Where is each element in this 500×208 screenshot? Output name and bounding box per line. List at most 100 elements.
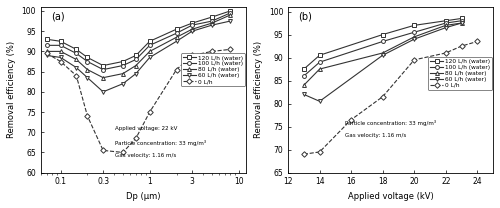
Text: Gas velocity: 1.16 m/s: Gas velocity: 1.16 m/s: [114, 153, 176, 158]
100 L/h (water): [380, 40, 386, 43]
80 L/h (water): [301, 84, 307, 87]
80 L/h (water): [316, 68, 322, 70]
120 L/h (water): [443, 20, 449, 22]
60 L/h (water): [44, 54, 50, 57]
80 L/h (water): [411, 36, 417, 38]
60 L/h (water): [443, 26, 449, 29]
120 L/h (water): [227, 10, 233, 12]
80 L/h (water): [174, 36, 180, 38]
Text: Applied voltage: 22 kV: Applied voltage: 22 kV: [114, 126, 177, 131]
100 L/h (water): [58, 44, 64, 47]
0 L/h: [174, 68, 180, 71]
60 L/h (water): [209, 24, 215, 26]
Line: 120 L/h (water): 120 L/h (water): [45, 9, 232, 67]
0 L/h: [74, 74, 80, 77]
120 L/h (water): [316, 54, 322, 57]
60 L/h (water): [84, 76, 90, 79]
X-axis label: Dp (μm): Dp (μm): [126, 192, 160, 201]
60 L/h (water): [411, 38, 417, 40]
60 L/h (water): [316, 100, 322, 103]
120 L/h (water): [44, 38, 50, 41]
120 L/h (water): [301, 68, 307, 70]
Text: (b): (b): [298, 12, 312, 22]
Y-axis label: Removal efficiency (%): Removal efficiency (%): [7, 41, 16, 138]
100 L/h (water): [227, 12, 233, 14]
60 L/h (water): [100, 90, 106, 93]
60 L/h (water): [227, 20, 233, 22]
100 L/h (water): [74, 52, 80, 55]
120 L/h (water): [174, 28, 180, 30]
0 L/h: [474, 40, 480, 43]
Line: 0 L/h: 0 L/h: [302, 40, 479, 156]
0 L/h: [189, 54, 195, 57]
120 L/h (water): [380, 33, 386, 36]
100 L/h (water): [209, 20, 215, 22]
120 L/h (water): [84, 56, 90, 59]
120 L/h (water): [120, 60, 126, 63]
100 L/h (water): [443, 22, 449, 24]
100 L/h (water): [301, 75, 307, 77]
100 L/h (water): [133, 58, 139, 61]
0 L/h: [227, 48, 233, 51]
100 L/h (water): [84, 60, 90, 63]
Line: 80 L/h (water): 80 L/h (water): [302, 21, 464, 87]
Legend: 120 L/h (water), 100 L/h (water), 80 L/h (water), 60 L/h (water), 0 L/h: 120 L/h (water), 100 L/h (water), 80 L/h…: [181, 53, 244, 86]
60 L/h (water): [146, 56, 152, 59]
80 L/h (water): [380, 52, 386, 54]
0 L/h: [100, 149, 106, 152]
0 L/h: [120, 151, 126, 154]
0 L/h: [44, 52, 50, 55]
Text: Gas velocity: 1.16 m/s: Gas velocity: 1.16 m/s: [346, 133, 406, 138]
100 L/h (water): [316, 61, 322, 63]
80 L/h (water): [120, 72, 126, 75]
Text: Particle concentration: 33 mg/m³: Particle concentration: 33 mg/m³: [114, 140, 206, 146]
60 L/h (water): [380, 54, 386, 57]
80 L/h (water): [227, 14, 233, 16]
80 L/h (water): [74, 58, 80, 61]
100 L/h (water): [458, 20, 464, 22]
100 L/h (water): [146, 44, 152, 47]
100 L/h (water): [100, 68, 106, 71]
80 L/h (water): [146, 50, 152, 53]
120 L/h (water): [209, 16, 215, 18]
X-axis label: Applied voltage (kV): Applied voltage (kV): [348, 192, 434, 201]
60 L/h (water): [120, 83, 126, 85]
80 L/h (water): [189, 28, 195, 30]
60 L/h (water): [74, 66, 80, 69]
Text: Particle concentration: 33 mg/m³: Particle concentration: 33 mg/m³: [346, 120, 436, 126]
Y-axis label: Removal efficiency (%): Removal efficiency (%): [254, 41, 263, 138]
60 L/h (water): [189, 30, 195, 32]
0 L/h: [301, 153, 307, 155]
80 L/h (water): [209, 22, 215, 24]
80 L/h (water): [133, 64, 139, 67]
Line: 0 L/h: 0 L/h: [45, 47, 232, 154]
60 L/h (water): [301, 93, 307, 96]
80 L/h (water): [58, 50, 64, 53]
80 L/h (water): [458, 22, 464, 24]
60 L/h (water): [133, 72, 139, 75]
0 L/h: [146, 111, 152, 113]
80 L/h (water): [84, 68, 90, 71]
120 L/h (water): [146, 40, 152, 43]
60 L/h (water): [58, 56, 64, 59]
120 L/h (water): [458, 17, 464, 20]
60 L/h (water): [458, 22, 464, 24]
0 L/h: [316, 151, 322, 153]
100 L/h (water): [120, 64, 126, 67]
Legend: 120 L/h (water), 100 L/h (water), 80 L/h (water), 60 L/h (water), 0 L/h: 120 L/h (water), 100 L/h (water), 80 L/h…: [428, 57, 492, 90]
80 L/h (water): [44, 50, 50, 53]
100 L/h (water): [189, 24, 195, 26]
80 L/h (water): [443, 24, 449, 27]
120 L/h (water): [411, 24, 417, 27]
Text: (a): (a): [51, 12, 64, 22]
0 L/h: [133, 137, 139, 140]
120 L/h (water): [58, 40, 64, 43]
0 L/h: [209, 50, 215, 53]
120 L/h (water): [74, 48, 80, 51]
60 L/h (water): [174, 40, 180, 43]
120 L/h (water): [189, 22, 195, 24]
Line: 60 L/h (water): 60 L/h (water): [45, 19, 232, 94]
120 L/h (water): [133, 54, 139, 57]
0 L/h: [84, 115, 90, 117]
100 L/h (water): [44, 44, 50, 47]
